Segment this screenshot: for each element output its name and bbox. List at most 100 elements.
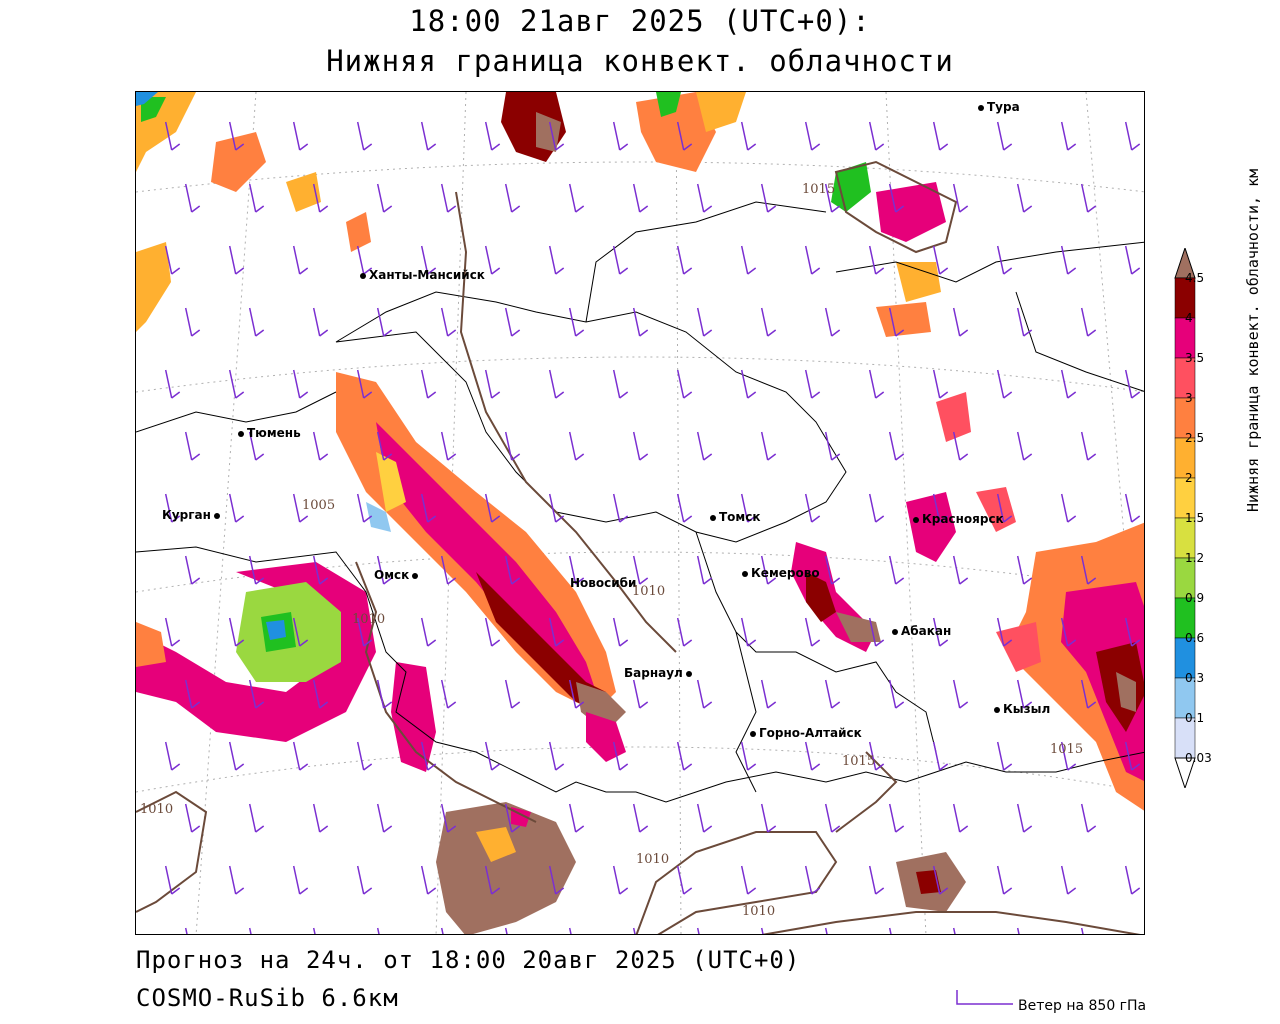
- wind-barb: [824, 927, 828, 934]
- map-title: 18:00 21авг 2025 (UTC+0):: [409, 4, 871, 38]
- city-abakan[interactable]: Абакан: [892, 624, 951, 638]
- wind-barb: [932, 865, 949, 895]
- wind-barb: [1080, 803, 1097, 833]
- wind-barb: [356, 121, 373, 151]
- wind-barb: [164, 369, 181, 399]
- wind-barb: [676, 741, 693, 771]
- wind-barb: [484, 121, 501, 151]
- city-omsk[interactable]: Омск: [374, 568, 421, 582]
- wind-barb: [1080, 555, 1097, 585]
- city-marker-icon: [238, 430, 244, 437]
- wind-legend-label: Ветер на 850 гПа: [1018, 998, 1147, 1014]
- city-khanty-mansiysk[interactable]: Ханты-Мансийск: [360, 268, 485, 282]
- city-tomsk[interactable]: Томск: [710, 510, 761, 524]
- wind-barb: [440, 183, 457, 213]
- wind-barb: [932, 493, 949, 523]
- wind-barb: [804, 617, 821, 647]
- wind-barb: [164, 617, 181, 647]
- wind-barb: [1016, 927, 1020, 934]
- city-gorno-altaysk[interactable]: Горно-Алтайск: [750, 726, 862, 740]
- wind-barb: [804, 865, 821, 895]
- wind-barb: [952, 307, 969, 337]
- model-name: COSMO-RuSib 6.6км: [136, 984, 399, 1012]
- isobar-label: 1010: [140, 802, 174, 817]
- wind-barb: [312, 803, 329, 833]
- wind-barb: [632, 927, 636, 934]
- wind-barb: [568, 555, 585, 585]
- wind-barb: [740, 741, 757, 771]
- city-marker-icon: [412, 572, 419, 579]
- wind-barb: [612, 493, 629, 523]
- wind-barb: [824, 555, 841, 585]
- wind-barb: [1124, 741, 1141, 771]
- wind-barb: [996, 741, 1013, 771]
- wind-barb: [440, 679, 457, 709]
- wind-barb: [548, 369, 565, 399]
- borders: [136, 201, 1144, 803]
- wind-barb: [356, 865, 373, 895]
- isobar-label: 1010: [352, 612, 386, 627]
- wind-barb: [868, 617, 885, 647]
- wind-barb: [376, 307, 393, 337]
- wind-barb: [612, 245, 629, 275]
- color-legend: [1174, 248, 1196, 788]
- city-tura[interactable]: Тура: [978, 100, 1020, 114]
- city-kemerovo[interactable]: Кемерово: [742, 566, 820, 580]
- wind-barb: [1060, 121, 1077, 151]
- wind-barb: [932, 121, 949, 151]
- wind-barb: [824, 431, 841, 461]
- city-kurgan[interactable]: Курган: [162, 508, 223, 522]
- wind-barb: [804, 741, 821, 771]
- wind-barb: [888, 927, 892, 934]
- wind-barbs: [164, 121, 1141, 934]
- wind-barb: [568, 927, 572, 934]
- wind-barb: [952, 183, 969, 213]
- isobar-label: 1010: [636, 852, 670, 867]
- wind-barb: [356, 741, 373, 771]
- wind-barb: [612, 369, 629, 399]
- wind-barb: [184, 555, 201, 585]
- wind-barb: [1080, 183, 1097, 213]
- map-area[interactable]: Тура Ханты-Мансийск Тюмень Курган Омск Т…: [135, 91, 1145, 935]
- legend-tick-label: 2.5: [1185, 431, 1205, 445]
- wind-barb-icon: [956, 990, 1013, 1005]
- wind-barb: [484, 865, 501, 895]
- wind-barb: [440, 555, 457, 585]
- wind-barb: [292, 617, 309, 647]
- city-kyzyl[interactable]: Кызыл: [994, 702, 1050, 716]
- city-novosibirsk[interactable]: Новосиби: [570, 576, 637, 590]
- wind-barb: [1060, 617, 1077, 647]
- legend-tick-label: 0.6: [1185, 631, 1205, 645]
- wind-barb: [292, 741, 309, 771]
- wind-barb: [164, 865, 181, 895]
- wind-barb: [228, 493, 245, 523]
- wind-barb: [228, 617, 245, 647]
- wind-barb: [1080, 307, 1097, 337]
- wind-barb: [376, 679, 393, 709]
- city-tyumen[interactable]: Тюмень: [238, 426, 301, 440]
- wind-barb: [376, 431, 393, 461]
- city-barnaul[interactable]: Барнаул: [624, 666, 695, 680]
- isobar-label: 1010: [632, 584, 666, 599]
- wind-barb: [1080, 927, 1084, 934]
- wind-barb: [484, 741, 501, 771]
- wind-barb: [376, 183, 393, 213]
- wind-barb: [292, 245, 309, 275]
- wind-barb: [1124, 121, 1141, 151]
- legend-tick-label: 1.5: [1185, 511, 1205, 525]
- city-krasnoyarsk[interactable]: Красноярск: [913, 512, 1004, 526]
- legend-title: Нижняя граница конвект. облачности, км: [1244, 168, 1262, 512]
- wind-barb: [292, 369, 309, 399]
- wind-barb: [548, 493, 565, 523]
- wind-barb: [952, 927, 956, 934]
- wind-barb: [804, 493, 821, 523]
- wind-barb: [696, 803, 713, 833]
- wind-barb: [760, 307, 777, 337]
- wind-barb: [376, 555, 393, 585]
- wind-barb: [868, 369, 885, 399]
- wind-barb: [1016, 803, 1033, 833]
- wind-barb: [548, 121, 565, 151]
- legend-tick-label: 1.2: [1185, 551, 1205, 565]
- wind-barb: [952, 431, 969, 461]
- wind-barb: [760, 803, 777, 833]
